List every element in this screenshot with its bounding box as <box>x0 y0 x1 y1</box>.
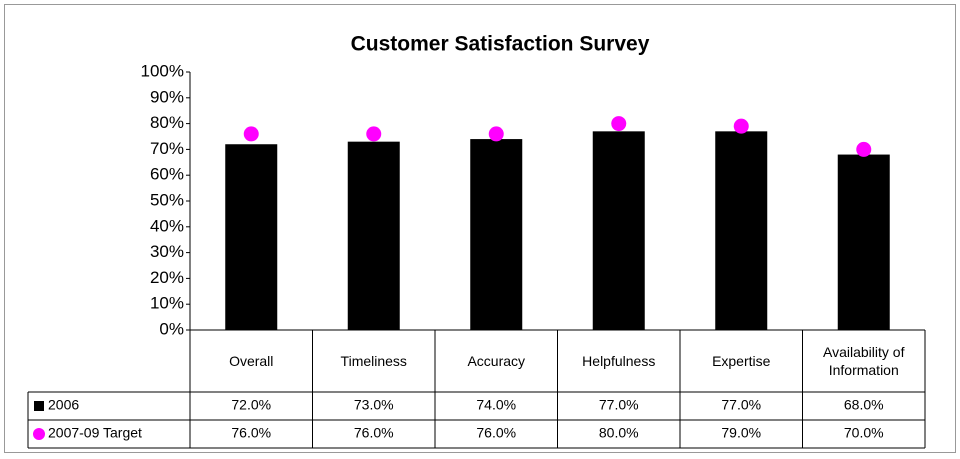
data-label: 80.0% <box>599 425 639 441</box>
y-tick-label: 30% <box>150 242 184 261</box>
x-tick-label-box: Availability of Information <box>823 344 905 378</box>
x-tick-label: Helpfulness <box>582 353 656 369</box>
legend-label: 2006 <box>48 397 79 413</box>
target-dot <box>243 126 259 142</box>
y-tick-label: 40% <box>150 216 184 235</box>
legend-key <box>33 428 45 440</box>
target-dot <box>856 141 872 157</box>
bar <box>470 139 523 330</box>
y-tick-label: 80% <box>150 113 184 132</box>
data-label: 77.0% <box>599 397 639 413</box>
y-tick-label: 50% <box>150 190 184 209</box>
x-tick-label: Accuracy <box>467 353 526 369</box>
data-label: 76.0% <box>231 425 271 441</box>
data-label: 77.0% <box>721 397 761 413</box>
y-tick-label: 20% <box>150 268 184 287</box>
bar <box>225 144 278 330</box>
x-tick-label: Availability of Information <box>823 344 905 378</box>
x-tick-label-box: Expertise <box>712 353 771 369</box>
data-label: 68.0% <box>844 397 884 413</box>
data-label: 76.0% <box>354 425 394 441</box>
y-tick-label: 10% <box>150 294 184 313</box>
data-label: 70.0% <box>844 425 884 441</box>
y-tick-label: 60% <box>150 165 184 184</box>
x-tick-label-box: Accuracy <box>467 353 526 369</box>
y-tick-label: 90% <box>150 87 184 106</box>
bar <box>347 141 400 330</box>
data-label: 76.0% <box>476 425 516 441</box>
y-tick-label: 100% <box>141 61 184 80</box>
y-tick-label: 0% <box>159 319 184 338</box>
x-tick-label: Timeliness <box>340 353 407 369</box>
legend-key <box>34 401 44 411</box>
data-label: 73.0% <box>354 397 394 413</box>
bar <box>837 154 890 330</box>
target-dot <box>488 126 504 142</box>
y-tick-label: 70% <box>150 139 184 158</box>
data-label: 72.0% <box>231 397 271 413</box>
x-tick-label: Expertise <box>712 353 771 369</box>
target-dot <box>733 118 749 134</box>
x-tick-label-box: Timeliness <box>340 353 407 369</box>
target-dot <box>366 126 382 142</box>
chart-title: Customer Satisfaction Survey <box>351 33 650 56</box>
x-tick-label-box: Helpfulness <box>582 353 656 369</box>
x-tick-label: Overall <box>229 353 274 369</box>
bar <box>592 131 645 330</box>
target-dot <box>611 116 627 132</box>
data-label: 79.0% <box>721 425 761 441</box>
data-label: 74.0% <box>476 397 516 413</box>
bar <box>715 131 768 330</box>
x-tick-label-box: Overall <box>229 353 274 369</box>
legend-label: 2007-09 Target <box>48 425 142 441</box>
